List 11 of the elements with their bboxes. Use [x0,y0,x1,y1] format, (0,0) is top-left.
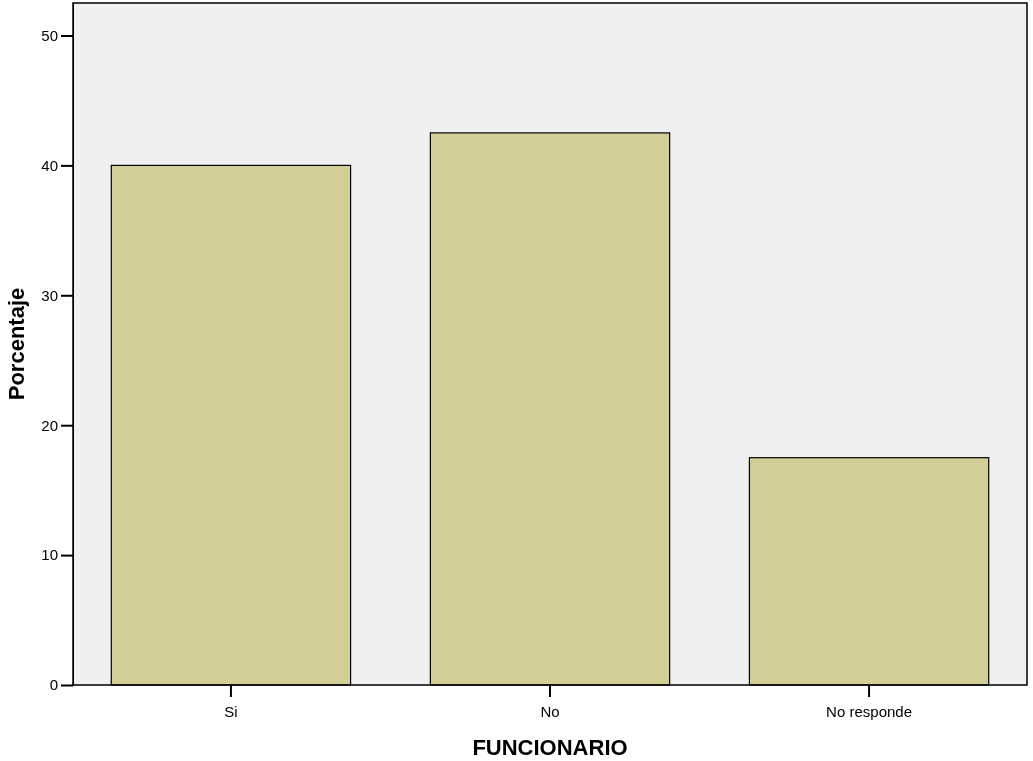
y-tick-label: 50 [41,26,58,44]
y-tick-label: 20 [41,416,58,434]
x-axis-title: FUNCIONARIO [472,735,628,760]
x-tick-label: Si [224,702,238,720]
y-tick-label: 30 [41,286,58,304]
y-tick-label: 0 [49,676,58,694]
y-axis-title: Porcentaje [4,287,29,401]
x-tick-label: No [540,702,560,720]
x-tick-label: No responde [826,702,913,720]
y-tick-label: 40 [41,156,58,174]
y-tick-label: 10 [41,546,58,564]
